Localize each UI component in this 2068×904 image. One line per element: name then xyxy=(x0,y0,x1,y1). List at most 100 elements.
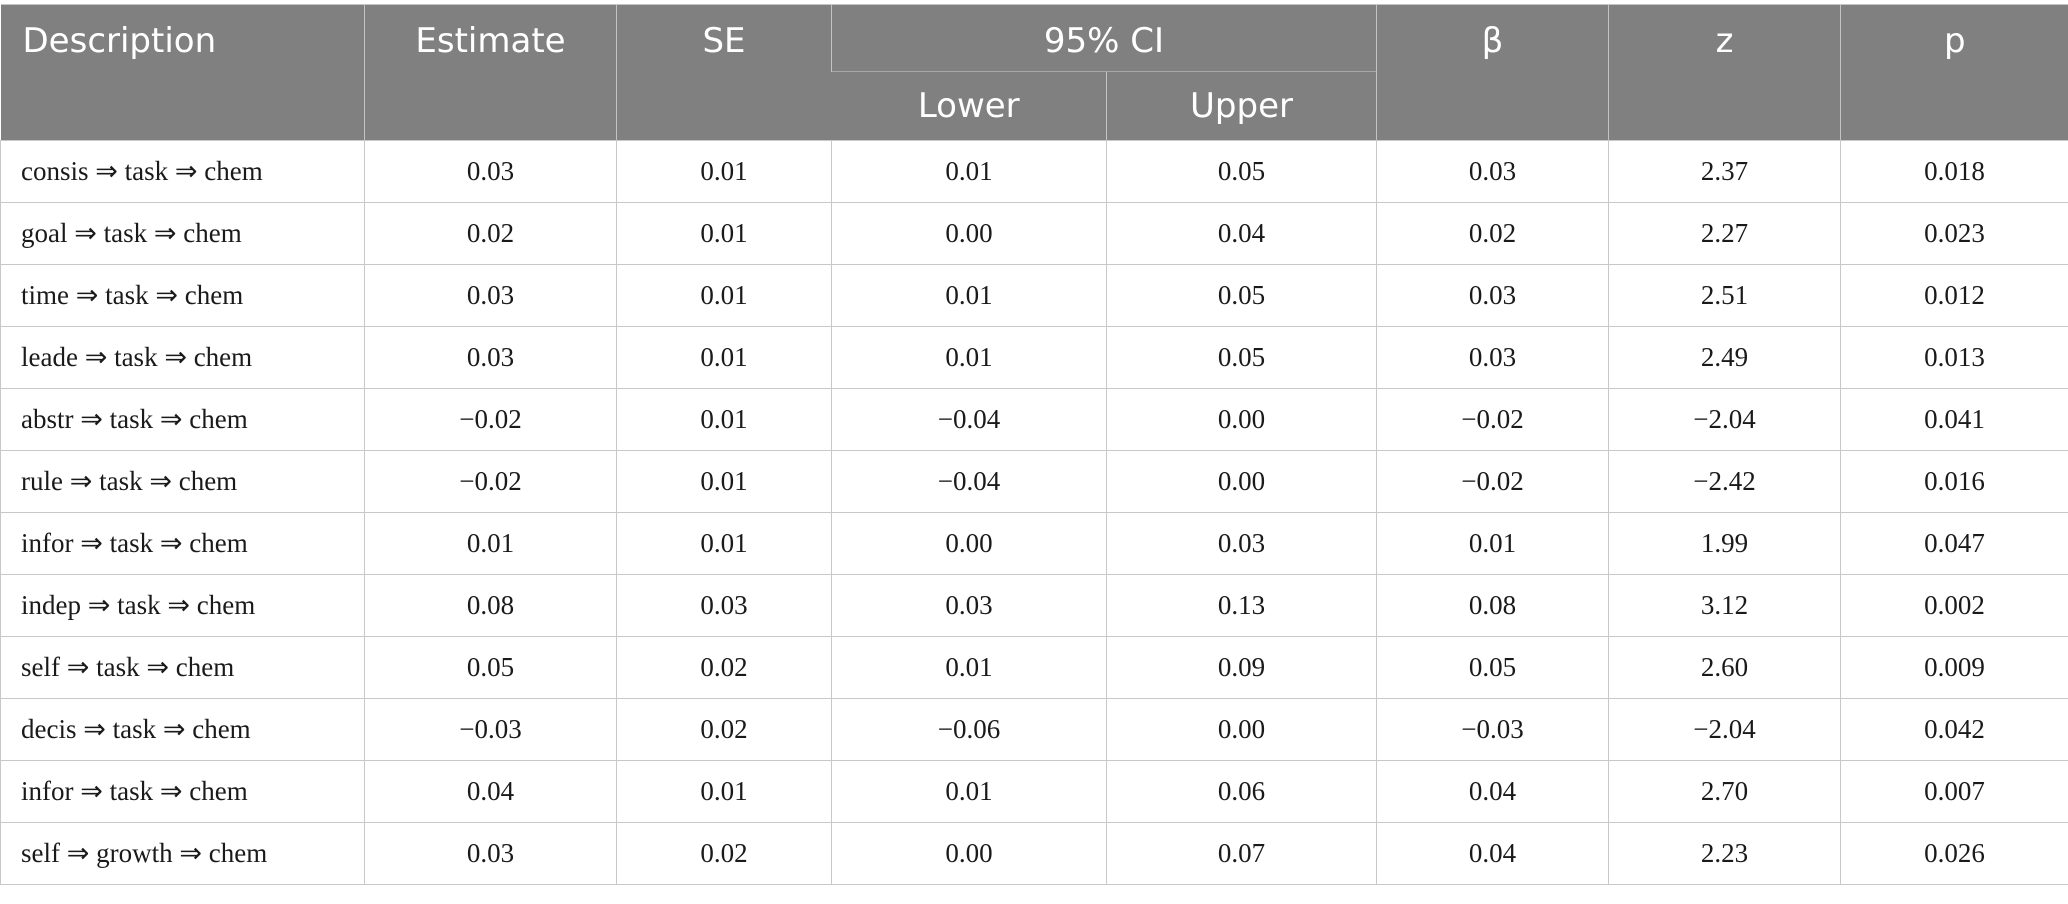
cell-se: 0.01 xyxy=(616,760,832,823)
cell-estimate: 0.03 xyxy=(364,822,617,885)
cell-ci-upper: 0.05 xyxy=(1106,264,1377,327)
cell-ci-upper: 0.00 xyxy=(1106,698,1377,761)
cell-beta: 0.04 xyxy=(1376,760,1609,823)
cell-ci-lower: 0.01 xyxy=(831,760,1107,823)
cell-z: 3.12 xyxy=(1608,574,1841,637)
cell-p: 0.041 xyxy=(1840,388,2068,451)
cell-z: 2.70 xyxy=(1608,760,1841,823)
cell-p: 0.023 xyxy=(1840,202,2068,265)
header-ci-lower: Lower xyxy=(831,71,1107,141)
cell-estimate: 0.01 xyxy=(364,512,617,575)
cell-ci-upper: 0.13 xyxy=(1106,574,1377,637)
cell-description: self ⇒ growth ⇒ chem xyxy=(0,822,365,885)
cell-beta: 0.01 xyxy=(1376,512,1609,575)
cell-p: 0.016 xyxy=(1840,450,2068,513)
cell-z: 2.37 xyxy=(1608,140,1841,203)
cell-estimate: −0.03 xyxy=(364,698,617,761)
table-row: self ⇒ growth ⇒ chem 0.03 0.02 0.00 0.07… xyxy=(0,822,2068,885)
cell-se: 0.02 xyxy=(616,698,832,761)
cell-estimate: 0.05 xyxy=(364,636,617,699)
cell-beta: −0.03 xyxy=(1376,698,1609,761)
cell-description: leade ⇒ task ⇒ chem xyxy=(0,326,365,389)
cell-ci-lower: 0.03 xyxy=(831,574,1107,637)
cell-beta: 0.08 xyxy=(1376,574,1609,637)
table-row: leade ⇒ task ⇒ chem 0.03 0.01 0.01 0.05 … xyxy=(0,326,2068,389)
cell-p: 0.013 xyxy=(1840,326,2068,389)
cell-ci-lower: 0.01 xyxy=(831,326,1107,389)
mediation-results-table: Description Estimate SE 95% CI β z p Low… xyxy=(0,4,2068,885)
table-row: rule ⇒ task ⇒ chem −0.02 0.01 −0.04 0.00… xyxy=(0,450,2068,513)
cell-ci-upper: 0.05 xyxy=(1106,326,1377,389)
cell-z: −2.04 xyxy=(1608,388,1841,451)
header-row-top: Description Estimate SE 95% CI β z p xyxy=(0,4,2068,141)
cell-description: indep ⇒ task ⇒ chem xyxy=(0,574,365,637)
cell-p: 0.009 xyxy=(1840,636,2068,699)
cell-ci-lower: 0.01 xyxy=(831,264,1107,327)
table-row: consis ⇒ task ⇒ chem 0.03 0.01 0.01 0.05… xyxy=(0,140,2068,203)
cell-ci-upper: 0.07 xyxy=(1106,822,1377,885)
cell-estimate: 0.03 xyxy=(364,140,617,203)
cell-description: rule ⇒ task ⇒ chem xyxy=(0,450,365,513)
cell-estimate: 0.08 xyxy=(364,574,617,637)
cell-beta: 0.02 xyxy=(1376,202,1609,265)
cell-se: 0.01 xyxy=(616,388,832,451)
cell-beta: 0.04 xyxy=(1376,822,1609,885)
header-z: z xyxy=(1608,4,1841,141)
cell-beta: 0.03 xyxy=(1376,264,1609,327)
cell-ci-lower: 0.00 xyxy=(831,512,1107,575)
header-estimate: Estimate xyxy=(364,4,617,141)
cell-se: 0.01 xyxy=(616,140,832,203)
cell-description: infor ⇒ task ⇒ chem xyxy=(0,512,365,575)
cell-z: 2.27 xyxy=(1608,202,1841,265)
header-ci-upper: Upper xyxy=(1106,71,1377,141)
header-beta: β xyxy=(1376,4,1609,141)
cell-z: −2.04 xyxy=(1608,698,1841,761)
table-row: goal ⇒ task ⇒ chem 0.02 0.01 0.00 0.04 0… xyxy=(0,202,2068,265)
header-description: Description xyxy=(0,4,365,141)
cell-ci-upper: 0.06 xyxy=(1106,760,1377,823)
table-row: time ⇒ task ⇒ chem 0.03 0.01 0.01 0.05 0… xyxy=(0,264,2068,327)
cell-description: decis ⇒ task ⇒ chem xyxy=(0,698,365,761)
table-row: indep ⇒ task ⇒ chem 0.08 0.03 0.03 0.13 … xyxy=(0,574,2068,637)
cell-ci-upper: 0.09 xyxy=(1106,636,1377,699)
cell-estimate: 0.04 xyxy=(364,760,617,823)
cell-ci-upper: 0.03 xyxy=(1106,512,1377,575)
table-row: self ⇒ task ⇒ chem 0.05 0.02 0.01 0.09 0… xyxy=(0,636,2068,699)
header-se: SE xyxy=(616,4,832,141)
cell-ci-lower: −0.04 xyxy=(831,388,1107,451)
table-row: infor ⇒ task ⇒ chem 0.04 0.01 0.01 0.06 … xyxy=(0,760,2068,823)
cell-ci-lower: 0.00 xyxy=(831,822,1107,885)
cell-z: 2.49 xyxy=(1608,326,1841,389)
cell-se: 0.03 xyxy=(616,574,832,637)
header-p: p xyxy=(1840,4,2068,141)
cell-se: 0.01 xyxy=(616,512,832,575)
cell-se: 0.02 xyxy=(616,636,832,699)
cell-p: 0.026 xyxy=(1840,822,2068,885)
cell-ci-lower: −0.06 xyxy=(831,698,1107,761)
cell-p: 0.012 xyxy=(1840,264,2068,327)
cell-description: goal ⇒ task ⇒ chem xyxy=(0,202,365,265)
cell-beta: −0.02 xyxy=(1376,388,1609,451)
cell-se: 0.01 xyxy=(616,450,832,513)
cell-estimate: −0.02 xyxy=(364,450,617,513)
cell-beta: 0.05 xyxy=(1376,636,1609,699)
cell-se: 0.02 xyxy=(616,822,832,885)
cell-beta: 0.03 xyxy=(1376,140,1609,203)
cell-ci-lower: 0.01 xyxy=(831,636,1107,699)
header-ci: 95% CI xyxy=(831,4,1377,72)
cell-se: 0.01 xyxy=(616,202,832,265)
cell-p: 0.018 xyxy=(1840,140,2068,203)
cell-description: abstr ⇒ task ⇒ chem xyxy=(0,388,365,451)
cell-p: 0.042 xyxy=(1840,698,2068,761)
table-row: abstr ⇒ task ⇒ chem −0.02 0.01 −0.04 0.0… xyxy=(0,388,2068,451)
cell-p: 0.047 xyxy=(1840,512,2068,575)
cell-ci-upper: 0.00 xyxy=(1106,388,1377,451)
cell-description: time ⇒ task ⇒ chem xyxy=(0,264,365,327)
table-row: infor ⇒ task ⇒ chem 0.01 0.01 0.00 0.03 … xyxy=(0,512,2068,575)
table-body: consis ⇒ task ⇒ chem 0.03 0.01 0.01 0.05… xyxy=(0,140,2068,885)
header-row-sub: Lower Upper xyxy=(1,71,2068,141)
cell-ci-lower: −0.04 xyxy=(831,450,1107,513)
table-header: Description Estimate SE 95% CI β z p Low… xyxy=(0,4,2068,141)
cell-ci-lower: 0.01 xyxy=(831,140,1107,203)
cell-description: infor ⇒ task ⇒ chem xyxy=(0,760,365,823)
